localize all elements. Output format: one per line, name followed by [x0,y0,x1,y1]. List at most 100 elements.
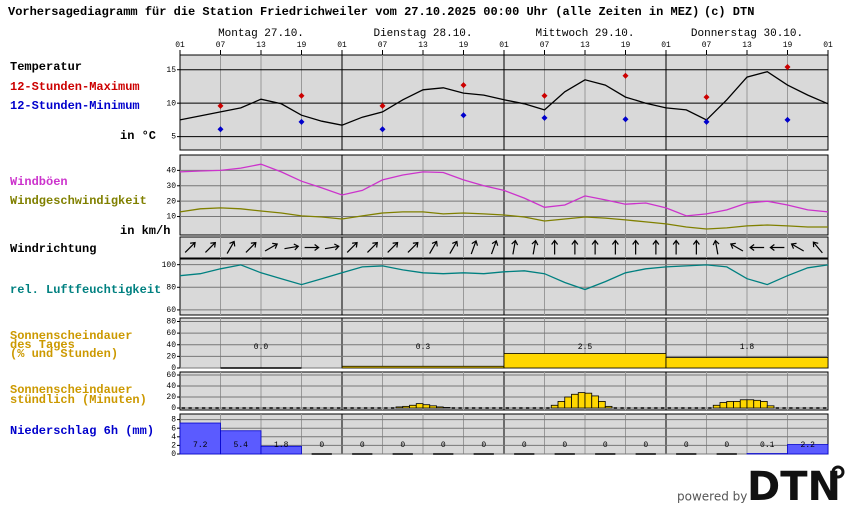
data-label: 0 [724,441,729,450]
bar [665,357,829,369]
marker [460,112,467,119]
marker [298,118,305,125]
y-tick-label: 20 [166,393,176,402]
series-label: Windgeschwindigkeit [10,194,147,208]
marker [541,92,548,99]
wind-arrow [729,242,744,252]
wind-arrow [429,240,438,254]
y-tick-label: 10 [166,213,176,222]
data-label: 0 [562,441,567,450]
y-tick-label: 2 [171,442,176,451]
panel-label: Niederschlag 6h (mm) [10,424,154,438]
bar [766,405,775,409]
bar [787,444,829,455]
y-tick-label: 30 [166,182,176,191]
panel-label: des Tages [10,338,75,352]
data-line [179,70,829,126]
bar [341,365,505,369]
bar [753,399,761,409]
data-label: 5.4 [234,441,249,450]
data-label: 0.1 [760,441,775,450]
logo: DTN [747,464,841,510]
data-label: 2.2 [801,441,816,450]
bar [179,422,221,455]
wind-arrow [632,239,640,255]
bar [746,399,755,409]
marker [784,64,791,71]
bar [712,404,721,409]
marker [622,116,629,123]
bar [726,401,734,409]
data-line [179,264,829,291]
hour-label: 13 [418,41,428,50]
y-tick-label: 40 [166,382,176,391]
data-label: 0 [481,441,486,450]
marker [703,94,710,101]
bar [719,402,728,409]
bar [739,399,748,409]
series-label: Windböen [10,175,68,189]
hour-label: 19 [459,41,469,50]
y-tick-label: 0 [171,404,176,413]
panel-label: Sonnenscheindauer [10,383,132,397]
day-label: Dienstag 28.10. [373,28,472,40]
bar [503,353,667,369]
panel-label: Windrichtung [10,242,96,256]
wind-arrow [407,241,419,253]
y-tick-label: 20 [166,197,176,206]
wind-arrow [591,239,599,255]
hour-label: 19 [783,41,793,50]
marker [217,126,224,133]
marker [703,118,710,125]
y-tick-label: 60 [166,371,176,380]
panel-label: Sonnenscheindauer [10,329,132,343]
data-label: 7.2 [193,441,208,450]
wind-arrow [571,239,579,255]
y-tick-label: 80 [166,283,176,292]
y-tick-label: 15 [166,66,176,75]
hour-label: 07 [216,41,226,50]
bar [604,405,613,409]
hour-label: 19 [621,41,631,50]
wind-arrow [749,244,765,251]
bar [577,392,586,409]
bar [402,405,410,409]
hour-label: 13 [580,41,590,50]
wind-arrow [245,241,257,253]
wind-arrow [470,239,479,255]
data-label: 1.8 [274,441,289,450]
wind-arrow [324,243,340,251]
y-tick-label: 4 [171,433,176,442]
wind-arrow [812,241,823,254]
logo-dot [831,465,845,479]
wind-arrow [672,239,680,255]
bar [442,407,451,409]
bar [571,393,579,409]
hour-label: 19 [297,41,307,50]
wind-arrow [284,243,300,251]
series-label: rel. Luftfeuchtigkeit [10,283,161,297]
marker [784,116,791,123]
hour-label: 01 [823,41,833,50]
hours-label: 0.3 [416,343,431,352]
day-label: Mittwoch 29.10. [535,28,634,40]
data-label: 0 [400,441,405,450]
y-tick-label: 0 [171,450,176,459]
hour-label: 07 [540,41,550,50]
y-tick-label: 6 [171,424,176,433]
wind-arrow [304,244,320,251]
bar [409,404,417,409]
day-label: Montag 27.10. [218,28,304,40]
y-tick-label: 40 [166,341,176,350]
powered-by: powered by [677,490,747,504]
wind-arrow [652,239,660,255]
bar [436,406,444,409]
hour-label: 13 [256,41,266,50]
bar [415,403,424,409]
bar [598,401,606,409]
unit-label: in °C [120,129,156,143]
wind-arrow [449,240,459,254]
marker [379,126,386,133]
marker [622,72,629,79]
